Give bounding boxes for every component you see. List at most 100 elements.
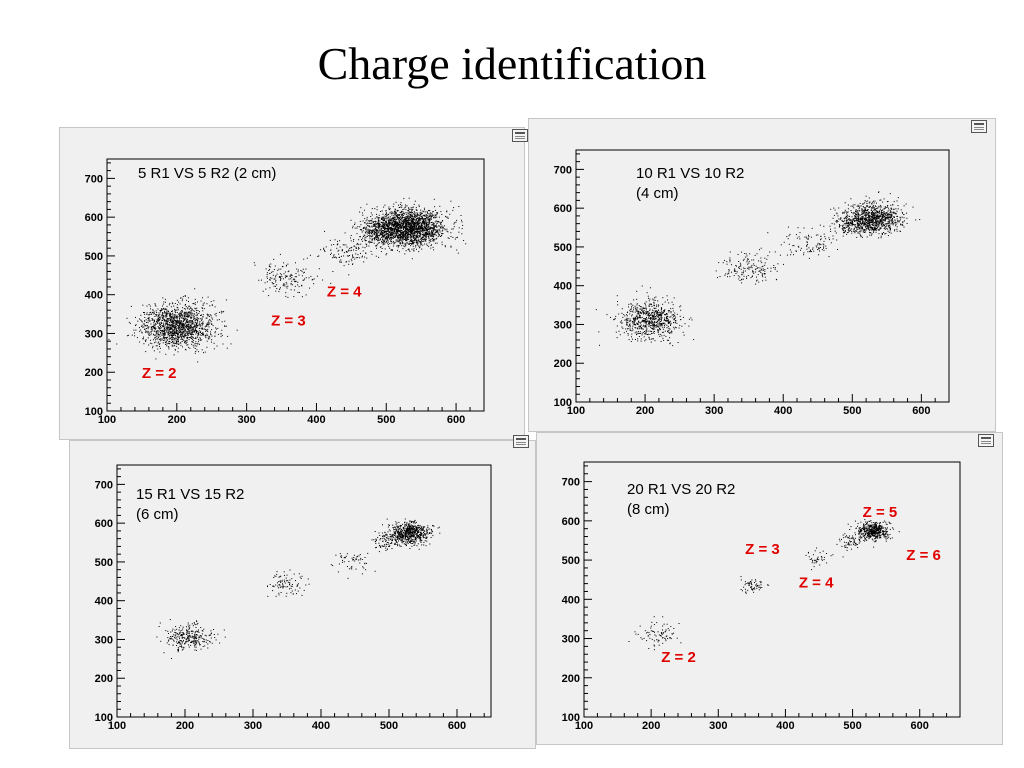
data-point — [410, 238, 412, 240]
data-point — [428, 210, 430, 212]
data-point — [414, 217, 416, 218]
data-point — [419, 222, 420, 224]
data-point — [180, 330, 181, 332]
data-point — [344, 232, 346, 234]
data-point — [335, 256, 337, 258]
data-point — [201, 339, 203, 341]
data-point — [654, 305, 655, 307]
data-point — [655, 296, 657, 298]
data-point — [627, 322, 629, 324]
data-point — [143, 343, 145, 345]
data-point — [424, 222, 426, 223]
data-point — [653, 322, 655, 324]
data-point — [441, 230, 443, 232]
data-point — [405, 209, 407, 211]
data-point — [426, 215, 428, 217]
data-point — [461, 219, 462, 221]
data-point — [377, 223, 379, 225]
data-point — [651, 328, 653, 329]
data-point — [147, 322, 149, 324]
data-point — [373, 223, 375, 225]
data-point — [177, 343, 179, 345]
data-point — [226, 347, 228, 349]
data-point — [823, 233, 825, 235]
data-point — [291, 274, 293, 276]
data-point — [180, 342, 182, 344]
data-point — [170, 333, 172, 335]
data-point — [407, 210, 409, 211]
data-point — [301, 285, 303, 287]
data-point — [377, 222, 379, 224]
data-point — [357, 257, 359, 258]
data-point — [401, 239, 403, 241]
data-point — [269, 278, 271, 280]
data-point — [408, 207, 410, 209]
data-point — [650, 325, 651, 327]
data-point — [807, 239, 809, 240]
data-point — [401, 215, 403, 217]
data-point — [161, 334, 163, 336]
data-point — [167, 334, 169, 336]
data-point — [384, 228, 385, 230]
data-point — [416, 242, 418, 244]
data-point — [181, 322, 183, 324]
data-point — [679, 315, 681, 317]
data-point — [420, 229, 422, 231]
data-point — [196, 318, 198, 320]
data-point — [395, 214, 397, 216]
data-point — [153, 330, 155, 332]
data-point — [734, 269, 736, 271]
data-point — [626, 323, 628, 325]
data-point — [654, 328, 656, 330]
data-point — [405, 232, 407, 234]
data-point — [365, 231, 367, 233]
data-point — [676, 313, 678, 315]
data-point — [765, 279, 767, 281]
data-point — [372, 238, 373, 240]
data-point — [407, 212, 409, 214]
data-point — [154, 335, 156, 336]
data-point — [394, 224, 396, 226]
data-point — [434, 238, 436, 240]
data-point — [642, 311, 644, 313]
data-point — [446, 211, 448, 213]
data-point — [403, 221, 405, 223]
data-point — [658, 309, 659, 311]
data-point — [429, 234, 431, 236]
data-point — [390, 211, 392, 213]
data-point — [172, 303, 174, 305]
data-point — [428, 213, 430, 215]
data-point — [192, 340, 194, 342]
data-point — [755, 271, 757, 273]
data-point — [416, 241, 418, 243]
data-point — [157, 342, 159, 344]
data-point — [729, 257, 731, 259]
data-point — [175, 343, 177, 344]
data-point — [394, 209, 396, 211]
data-point — [367, 231, 369, 233]
data-point — [382, 230, 384, 231]
data-point — [387, 217, 389, 219]
data-point — [776, 270, 778, 272]
data-point — [181, 328, 183, 330]
data-point — [407, 232, 409, 234]
data-point — [148, 326, 150, 328]
data-point — [392, 225, 394, 227]
data-point — [829, 239, 830, 241]
data-point — [656, 313, 658, 315]
data-point — [378, 242, 380, 244]
data-point — [210, 301, 212, 302]
data-point — [368, 241, 369, 243]
data-point — [154, 324, 156, 326]
data-point — [197, 332, 199, 334]
data-point — [167, 310, 169, 312]
data-point — [627, 318, 629, 320]
data-point — [390, 230, 392, 232]
data-point — [394, 229, 396, 231]
canvas-menu-icon[interactable] — [512, 129, 528, 142]
data-point — [662, 312, 664, 314]
data-point — [194, 313, 196, 315]
data-point — [204, 351, 206, 353]
data-point — [636, 298, 638, 300]
data-point — [411, 210, 413, 212]
